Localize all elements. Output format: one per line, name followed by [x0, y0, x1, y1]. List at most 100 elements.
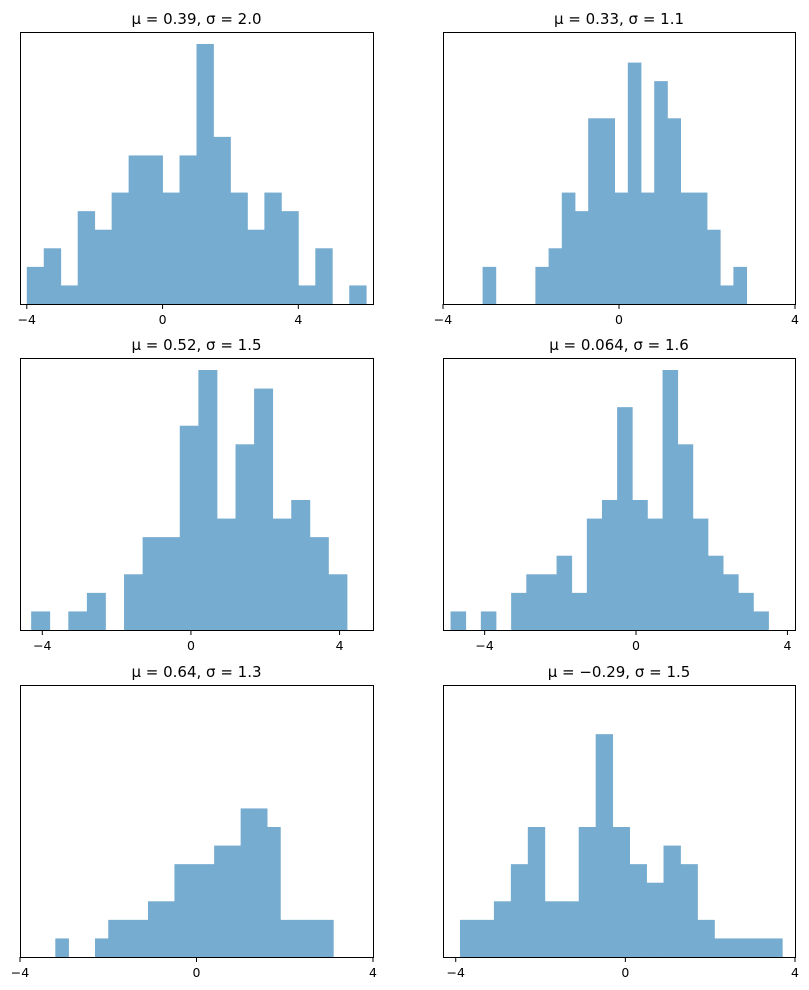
histogram-bar	[86, 592, 106, 630]
histogram-bar	[548, 248, 563, 304]
axes-frame	[20, 32, 374, 305]
histogram-bar	[272, 518, 292, 630]
x-tick-label: 4	[783, 638, 791, 653]
histogram-bar	[662, 370, 679, 630]
histogram-bar	[544, 901, 563, 957]
histogram-bar	[667, 118, 681, 304]
histogram-bar	[328, 574, 348, 630]
histogram-bar	[254, 388, 274, 630]
histogram-bar	[147, 901, 162, 957]
x-tick-label: 0	[159, 312, 167, 327]
histogram-bar	[264, 192, 282, 304]
histogram-bar	[654, 81, 668, 304]
x-tick-label: −4	[11, 965, 29, 980]
histogram-bar	[77, 211, 96, 304]
histogram-bar	[235, 444, 255, 630]
histogram-bar	[480, 611, 497, 630]
histogram-bar	[121, 919, 136, 957]
histogram-bar	[315, 248, 333, 304]
histogram-bar	[26, 266, 45, 304]
x-tick-label: 4	[294, 312, 302, 327]
histogram-bar	[646, 882, 664, 957]
histogram-bar	[632, 500, 648, 630]
histogram-bar	[588, 118, 602, 304]
x-tick-label: 4	[369, 965, 377, 980]
histogram-bar	[145, 155, 163, 304]
x-tick-label: −4	[18, 312, 36, 327]
histogram-bar	[280, 919, 294, 957]
x-tick-label: −4	[33, 638, 51, 653]
histogram-bar	[320, 919, 334, 957]
histogram-bar	[306, 919, 321, 957]
x-tick-label: 0	[187, 638, 195, 653]
x-tick-label: −4	[475, 638, 493, 653]
histogram-bar	[68, 611, 88, 630]
histogram-bar	[247, 229, 265, 304]
panel-title: μ = 0.33, σ = 1.1	[554, 10, 684, 28]
panel-title: μ = −0.29, σ = 1.5	[548, 663, 691, 681]
x-tick-label: −4	[434, 312, 452, 327]
histogram-bar	[561, 901, 580, 957]
histogram-bar	[55, 938, 69, 957]
histogram-bar	[647, 518, 663, 630]
histogram-bar	[527, 827, 546, 957]
histogram-bar	[216, 518, 236, 630]
histogram-bar	[482, 266, 497, 304]
histogram-bar	[575, 211, 589, 304]
x-tick-label: 4	[336, 638, 344, 653]
histogram-bar	[731, 938, 749, 957]
histogram-panel-5: −4 0 4 μ = 0.64, σ = 1.3	[11, 663, 377, 980]
histogram-bar	[200, 864, 215, 957]
histogram-bar	[571, 592, 588, 630]
histogram-bar	[677, 444, 694, 630]
x-tick-label: −4	[447, 965, 465, 980]
histogram-bar	[692, 518, 709, 630]
histogram-bar	[298, 285, 316, 304]
histogram-bar	[459, 919, 478, 957]
histogram-bar	[253, 808, 268, 957]
histogram-bar	[680, 864, 698, 957]
x-tick-label: 4	[791, 965, 799, 980]
axes-frame	[443, 358, 796, 631]
histogram-panel-3: −4 0 4 μ = 0.52, σ = 1.5	[20, 336, 374, 653]
axes-frame	[443, 685, 796, 958]
histogram-bar	[601, 118, 615, 304]
histogram-bar	[291, 500, 311, 630]
histogram-bar	[541, 574, 557, 630]
histogram-bar	[43, 248, 62, 304]
histogram-bar	[629, 864, 647, 957]
histogram-bar	[612, 827, 630, 957]
histogram-bar	[179, 425, 199, 630]
histogram-bar	[748, 938, 766, 957]
histogram-bar	[227, 845, 242, 957]
histogram-bar	[723, 574, 739, 630]
histogram-bar	[281, 211, 299, 304]
histogram-bar	[111, 192, 130, 304]
histogram-bar	[707, 229, 721, 304]
histogram-bar	[578, 827, 597, 957]
histogram-bar	[526, 574, 542, 630]
x-tick-label: 4	[791, 312, 799, 327]
histogram-bar	[349, 285, 367, 304]
histogram-bar	[707, 555, 724, 630]
histogram-bar	[720, 285, 734, 304]
histogram-bar	[174, 864, 189, 957]
histogram-bar	[230, 192, 248, 304]
histogram-bar	[94, 229, 113, 304]
axes-frame	[20, 358, 374, 631]
histogram-bar	[614, 192, 629, 304]
histogram-bar	[556, 555, 573, 630]
histogram-bar	[108, 919, 122, 957]
histogram-bar	[198, 370, 218, 630]
histogram-bar	[60, 285, 79, 304]
panel-title: μ = 0.52, σ = 1.5	[131, 336, 261, 354]
histogram-bar	[161, 901, 175, 957]
panel-title: μ = 0.64, σ = 1.3	[131, 663, 261, 681]
histogram-bar	[124, 574, 144, 630]
histogram-bar	[714, 938, 732, 957]
histogram-bar	[240, 808, 255, 957]
histogram-bar	[142, 537, 162, 630]
x-tick-label: 0	[615, 312, 623, 327]
histogram-bar	[510, 864, 529, 957]
